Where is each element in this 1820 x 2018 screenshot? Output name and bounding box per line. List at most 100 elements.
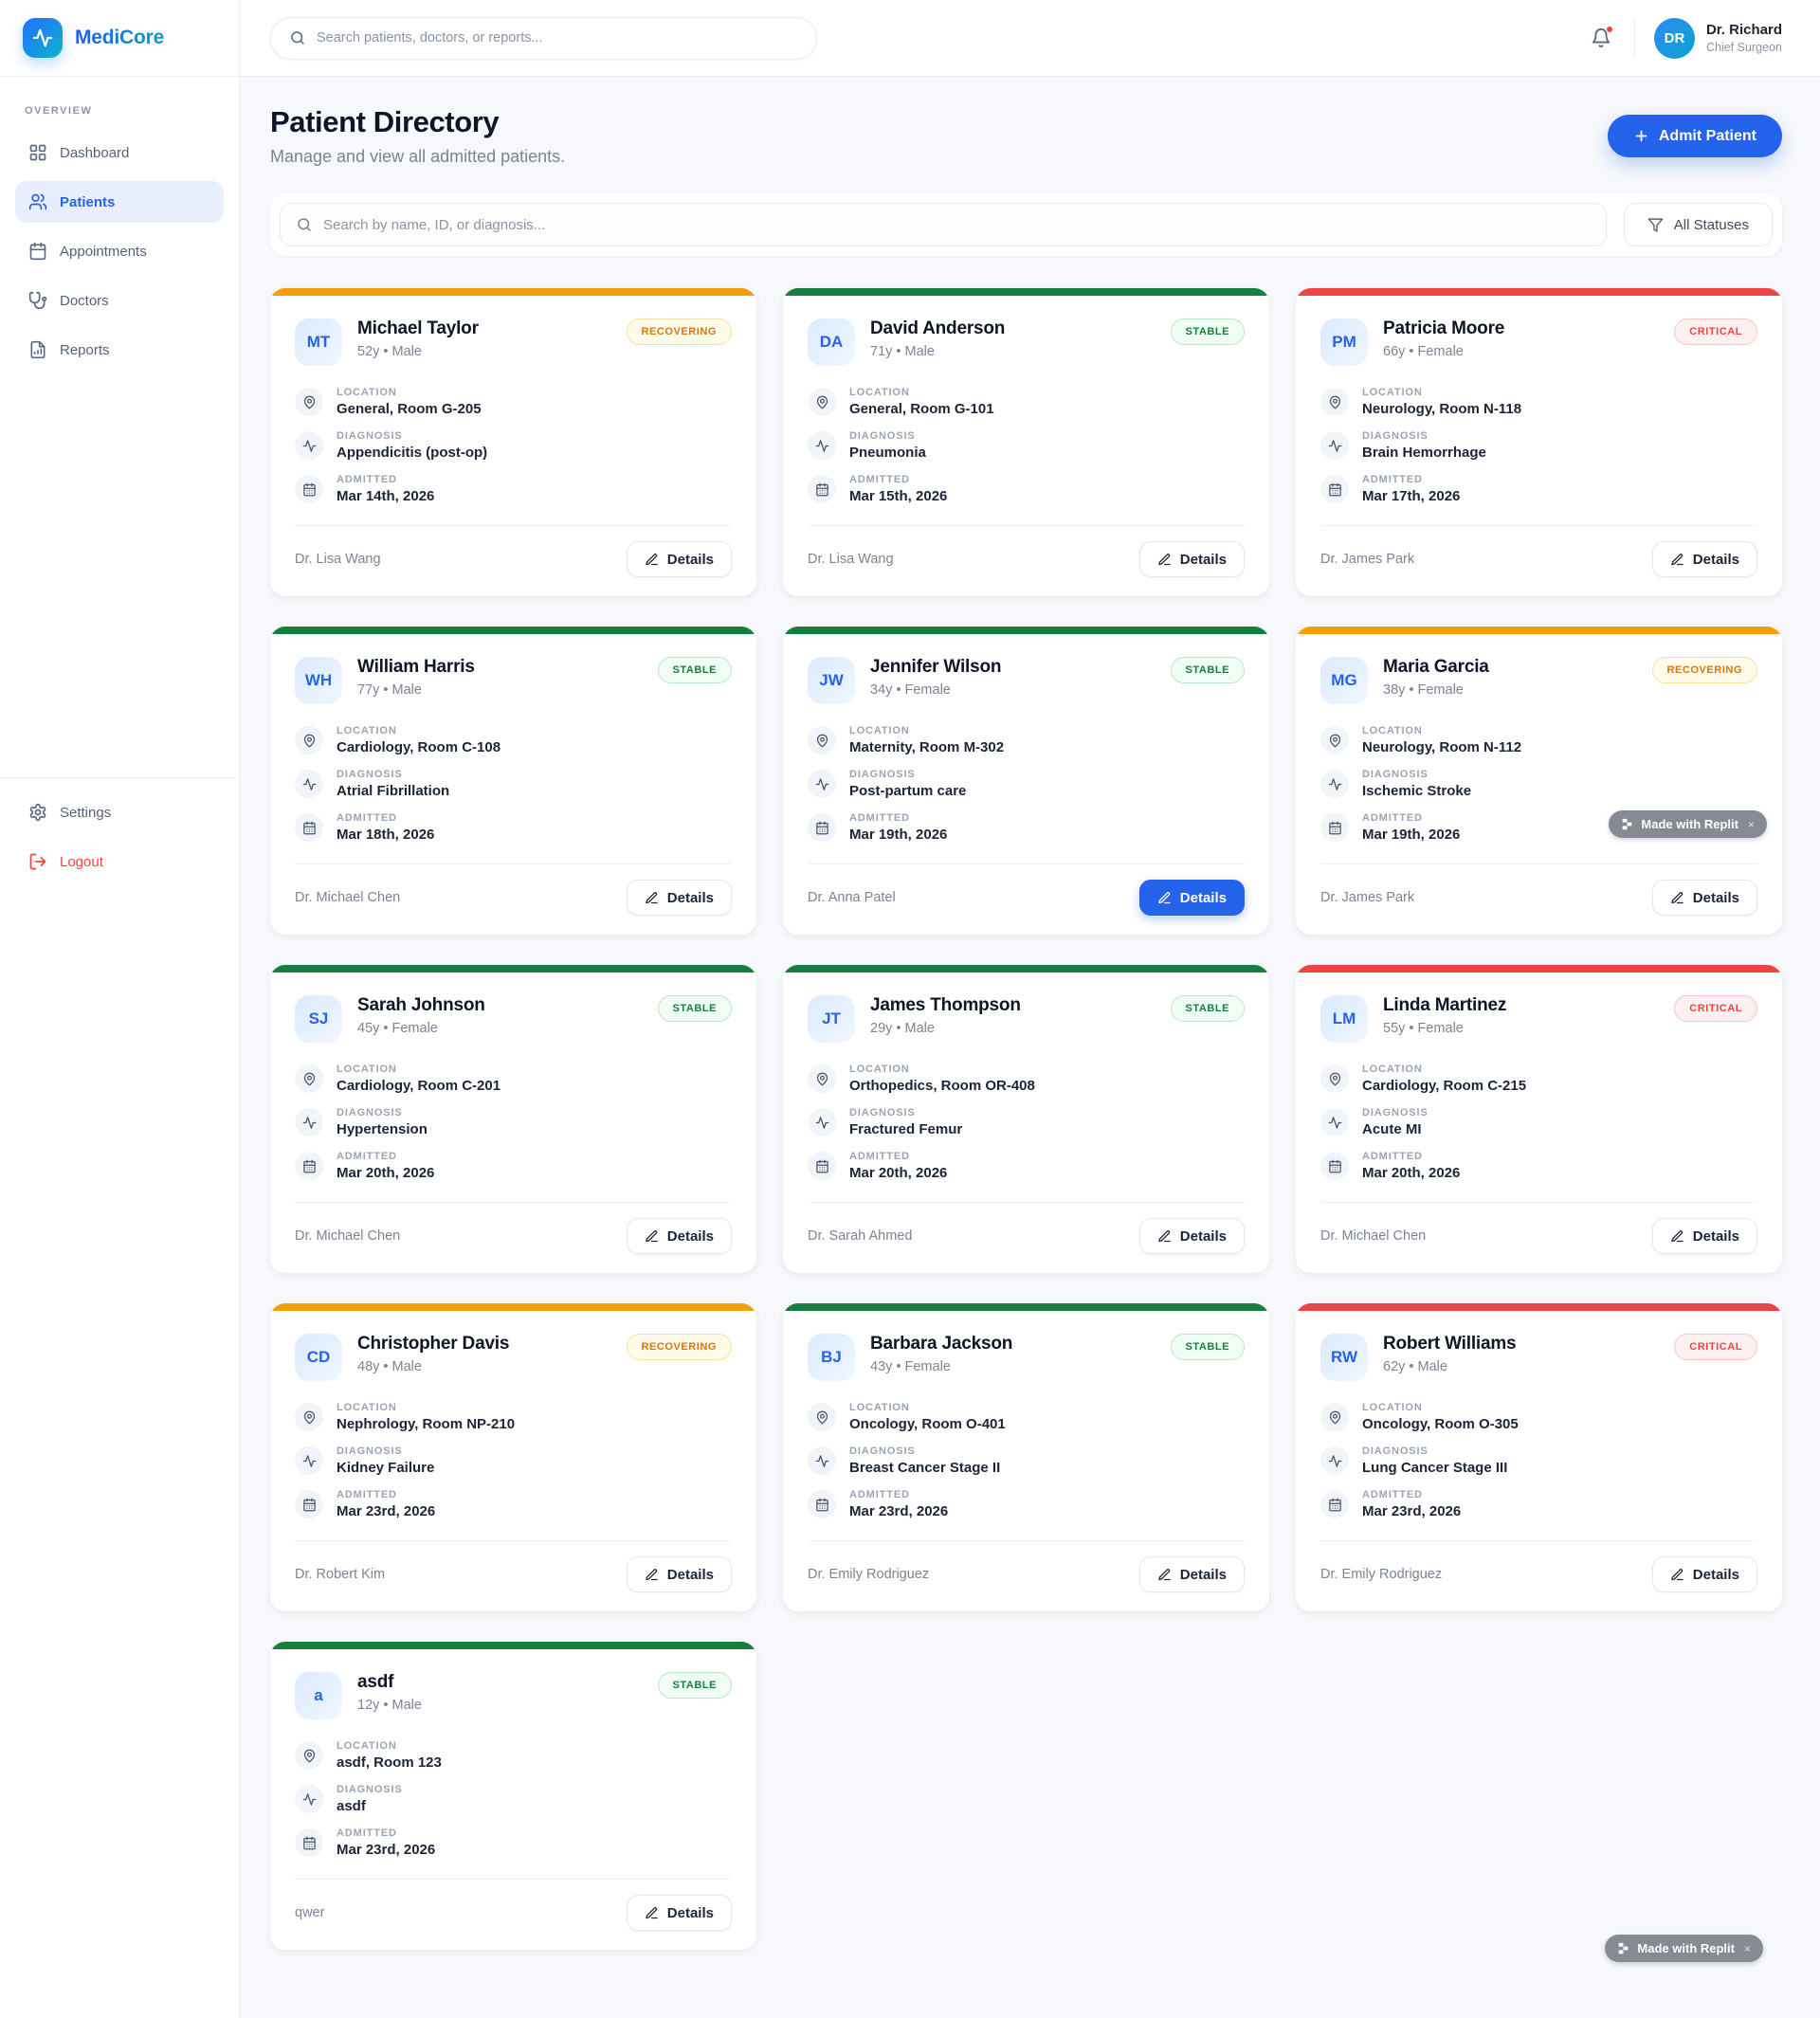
details-button[interactable]: Details (626, 1218, 732, 1254)
diagnosis-row: DIAGNOSIS Acute MI (1320, 1107, 1757, 1137)
dashboard-grid-icon (28, 143, 47, 162)
admitted-label: ADMITTED (1362, 812, 1423, 824)
admitted-value: Mar 19th, 2026 (849, 827, 948, 843)
map-pin-icon (808, 388, 836, 416)
location-value: Neurology, Room N-112 (1362, 739, 1522, 755)
notifications-button[interactable] (1587, 24, 1615, 52)
diagnosis-row: DIAGNOSIS Brain Hemorrhage (1320, 430, 1757, 461)
admitted-row: ADMITTED Mar 23rd, 2026 (1320, 1489, 1757, 1519)
sidebar-item-dashboard[interactable]: Dashboard (15, 132, 224, 173)
sidebar-item-label: Appointments (60, 243, 147, 260)
status-badge: STABLE (1170, 995, 1245, 1022)
sidebar-item-patients[interactable]: Patients (15, 181, 224, 223)
close-icon[interactable]: × (1743, 1941, 1751, 1955)
details-button[interactable]: Details (626, 541, 732, 577)
sidebar-item-doctors[interactable]: Doctors (15, 280, 224, 321)
card-status-bar (1296, 627, 1782, 634)
location-label: LOCATION (1362, 1402, 1423, 1413)
patient-name: Barbara Jackson (870, 1334, 1013, 1354)
diagnosis-value: Breast Cancer Stage II (849, 1460, 1001, 1476)
card-status-bar (783, 288, 1269, 296)
card-status-bar (270, 1303, 756, 1311)
location-value: General, Room G-205 (337, 401, 482, 417)
attending-doctor: Dr. Lisa Wang (808, 552, 894, 567)
patient-card: LM Linda Martinez 55y • Female CRITICAL … (1296, 965, 1782, 1273)
status-badge: STABLE (1170, 657, 1245, 683)
activity-icon (1320, 1446, 1349, 1475)
activity-icon (808, 431, 836, 460)
admitted-row: ADMITTED Mar 20th, 2026 (1320, 1151, 1757, 1181)
patient-card: SJ Sarah Johnson 45y • Female STABLE LOC… (270, 965, 756, 1273)
admit-patient-button[interactable]: Admit Patient (1607, 115, 1782, 157)
sidebar-item-logout[interactable]: Logout (15, 841, 224, 882)
sidebar-item-appointments[interactable]: Appointments (15, 230, 224, 272)
card-divider (808, 525, 1245, 526)
admitted-label: ADMITTED (1362, 1151, 1423, 1162)
location-value: Maternity, Room M-302 (849, 739, 1005, 755)
replit-logo-icon (1621, 818, 1633, 830)
calendar-icon (1320, 813, 1349, 842)
sidebar-footer: Settings Logout (0, 777, 239, 890)
patient-avatar: CD (295, 1334, 342, 1381)
patient-name: Maria Garcia (1383, 657, 1489, 677)
diagnosis-row: DIAGNOSIS Lung Cancer Stage III (1320, 1445, 1757, 1476)
details-button[interactable]: Details (1651, 1556, 1757, 1592)
diagnosis-value: Kidney Failure (337, 1460, 435, 1476)
patient-meta: 55y • Female (1383, 1021, 1464, 1036)
location-row: LOCATION Oncology, Room O-305 (1320, 1402, 1757, 1432)
patient-search-input[interactable] (323, 216, 1591, 233)
diagnosis-value: Brain Hemorrhage (1362, 445, 1486, 461)
diagnosis-value: Appendicitis (post-op) (337, 445, 488, 461)
details-button[interactable]: Details (626, 880, 732, 916)
calendar-icon (808, 1490, 836, 1518)
sidebar-item-reports[interactable]: Reports (15, 329, 224, 371)
user-name: Dr. Richard (1705, 22, 1782, 38)
admitted-value: Mar 15th, 2026 (849, 488, 948, 504)
patient-avatar: SJ (295, 995, 342, 1043)
page-title: Patient Directory (270, 105, 500, 138)
user-role: Chief Surgeon (1705, 41, 1782, 54)
details-button[interactable]: Details (1138, 1218, 1245, 1254)
map-pin-icon (808, 1403, 836, 1431)
user-profile[interactable]: DR Dr. Richard Chief Surgeon (1653, 17, 1782, 59)
details-button[interactable]: Details (1138, 1556, 1245, 1592)
calendar-icon (808, 813, 836, 842)
card-divider (808, 1202, 1245, 1203)
location-value: Cardiology, Room C-201 (337, 1078, 501, 1094)
status-badge: CRITICAL (1674, 1334, 1757, 1360)
diagnosis-row: DIAGNOSIS Atrial Fibrillation (295, 769, 732, 799)
location-label: LOCATION (1362, 1064, 1423, 1075)
map-pin-icon (1320, 726, 1349, 754)
admitted-value: Mar 17th, 2026 (1362, 488, 1461, 504)
patient-meta: 34y • Female (870, 682, 951, 698)
details-button[interactable]: Details (626, 1556, 732, 1592)
details-button[interactable]: Details (626, 1895, 732, 1931)
close-icon[interactable]: × (1747, 817, 1755, 831)
map-pin-icon (1320, 1403, 1349, 1431)
pen-icon (1670, 1568, 1684, 1582)
details-button[interactable]: Details (1138, 880, 1245, 916)
diagnosis-row: DIAGNOSIS Fractured Femur (808, 1107, 1245, 1137)
diagnosis-label: DIAGNOSIS (337, 1445, 403, 1457)
made-with-replit-badge[interactable]: Made with Replit × (1609, 810, 1767, 838)
card-status-bar (270, 965, 756, 973)
made-with-replit-badge[interactable]: Made with Replit × (1605, 1935, 1763, 1962)
patient-name: Patricia Moore (1383, 318, 1505, 338)
details-button[interactable]: Details (1651, 1218, 1757, 1254)
details-button[interactable]: Details (1651, 880, 1757, 916)
status-badge: CRITICAL (1674, 995, 1757, 1022)
diagnosis-row: DIAGNOSIS asdf (295, 1784, 732, 1814)
details-button[interactable]: Details (1138, 541, 1245, 577)
plus-icon (1633, 128, 1649, 144)
location-row: LOCATION Cardiology, Room C-108 (295, 725, 732, 755)
status-filter-button[interactable]: All Statuses (1623, 203, 1773, 246)
sidebar-item-settings[interactable]: Settings (15, 791, 224, 833)
global-search-input[interactable] (317, 30, 798, 45)
details-button[interactable]: Details (1651, 541, 1757, 577)
admitted-value: Mar 23rd, 2026 (1362, 1503, 1462, 1519)
filter-funnel-icon (1647, 217, 1664, 233)
admitted-value: Mar 20th, 2026 (1362, 1165, 1461, 1181)
status-badge: RECOVERING (1651, 657, 1757, 683)
patient-avatar: a (295, 1672, 342, 1719)
admitted-label: ADMITTED (337, 812, 397, 824)
